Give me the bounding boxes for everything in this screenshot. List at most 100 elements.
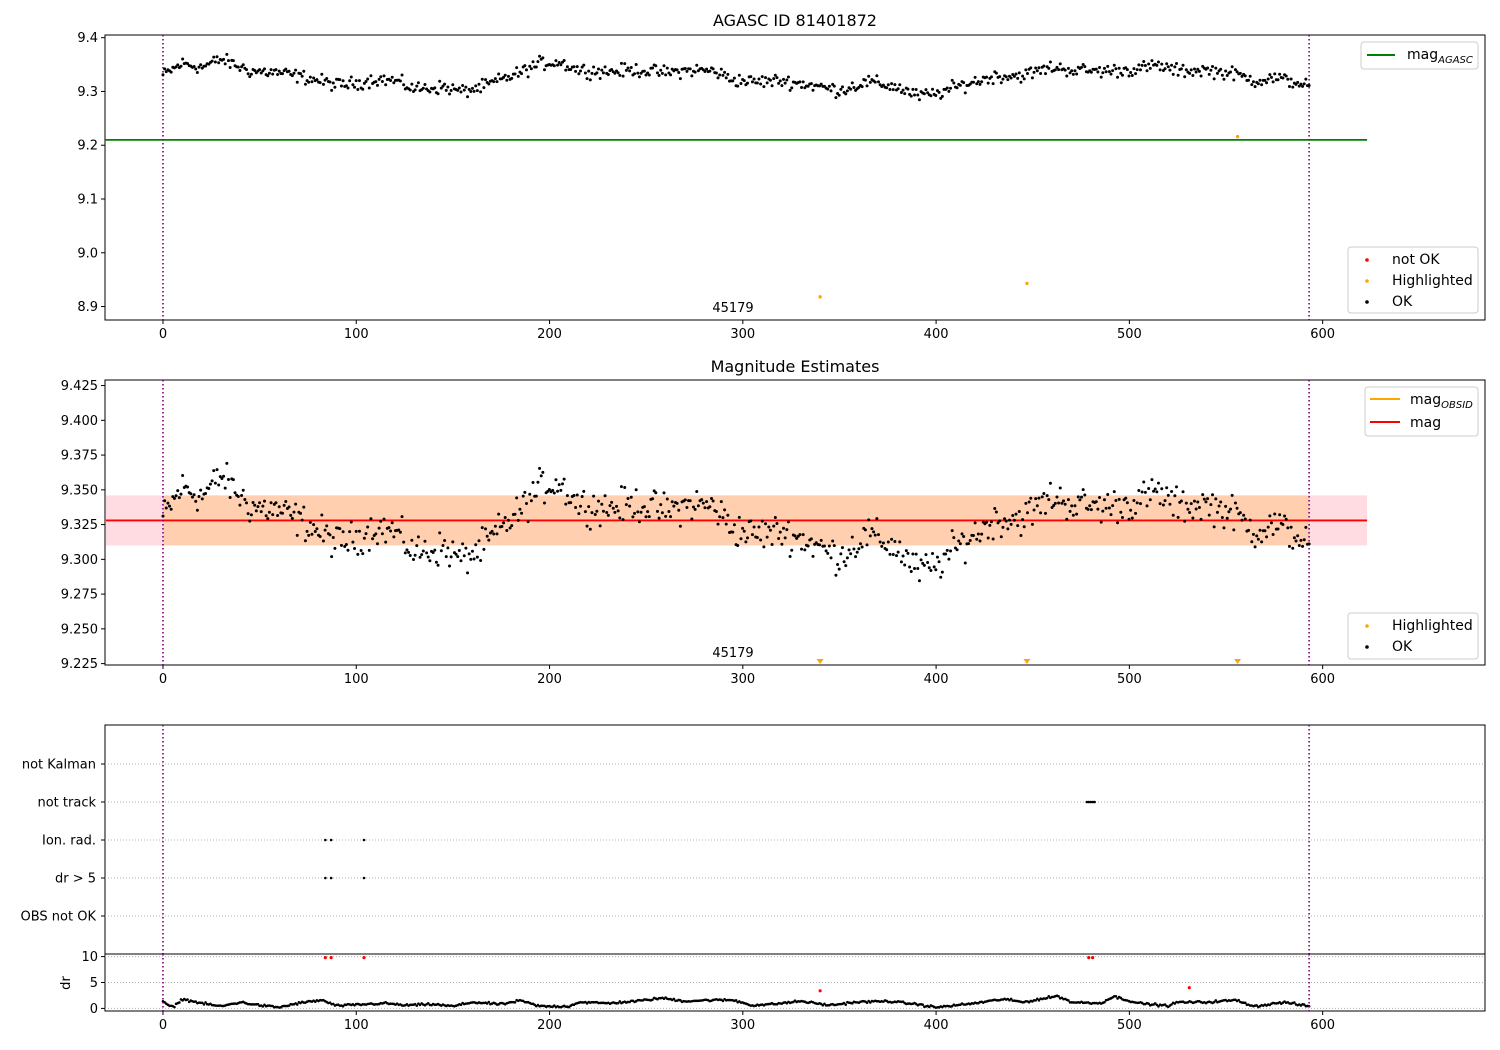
- ok-point: [1181, 63, 1185, 67]
- ok-point: [1255, 534, 1259, 538]
- ok-point: [328, 533, 332, 537]
- ok-point: [994, 71, 998, 75]
- ok-point: [765, 81, 769, 85]
- ok-point: [565, 65, 569, 69]
- ok-point: [1196, 500, 1200, 504]
- ok-point: [1025, 511, 1029, 515]
- ok-point: [1176, 73, 1180, 77]
- ok-point: [238, 503, 242, 507]
- ok-point: [459, 90, 463, 94]
- ok-point: [240, 65, 244, 69]
- ok-point: [945, 86, 949, 90]
- ok-point: [932, 565, 936, 569]
- ok-point: [1268, 73, 1272, 77]
- ok-point: [503, 515, 507, 519]
- dr-point: [921, 1003, 925, 1006]
- ok-point: [881, 541, 885, 545]
- dr-point: [1293, 1001, 1296, 1004]
- ok-point: [1102, 66, 1106, 70]
- ok-point: [1047, 66, 1051, 70]
- ok-point: [1003, 517, 1007, 521]
- ok-point: [515, 66, 519, 70]
- ok-point: [701, 501, 705, 505]
- ok-point: [597, 499, 601, 503]
- ok-point: [737, 73, 741, 77]
- ok-point: [413, 553, 417, 557]
- ok-point: [765, 535, 769, 539]
- x-tick-label: 200: [537, 327, 562, 342]
- ok-point: [423, 539, 427, 543]
- ok-point: [623, 485, 627, 489]
- ok-point: [690, 517, 694, 521]
- ok-point: [732, 76, 736, 80]
- ok-point: [492, 80, 496, 84]
- ok-point: [375, 83, 379, 87]
- ok-point: [610, 67, 614, 71]
- x-tick-label: 300: [730, 327, 755, 342]
- ok-point: [398, 530, 402, 534]
- ok-point: [593, 513, 597, 517]
- ok-point: [1081, 63, 1085, 67]
- ok-point: [922, 92, 926, 96]
- ok-point: [1230, 65, 1234, 69]
- ok-point: [321, 82, 325, 86]
- ok-point: [906, 551, 910, 555]
- ok-point: [557, 483, 561, 487]
- ok-point: [1032, 70, 1036, 74]
- ok-point: [890, 82, 894, 86]
- ok-point: [1034, 66, 1038, 70]
- ok-point: [1134, 511, 1138, 515]
- ok-point: [752, 525, 756, 529]
- ok-point: [217, 61, 221, 65]
- ok-point: [904, 549, 908, 553]
- ok-point: [472, 89, 476, 93]
- ok-point: [991, 82, 995, 86]
- ok-point: [433, 86, 437, 90]
- ok-point: [624, 503, 628, 507]
- ok-point: [1183, 75, 1187, 79]
- ok-point: [1217, 504, 1221, 508]
- ok-point: [806, 84, 810, 88]
- ok-point: [898, 540, 902, 544]
- ok-point: [845, 89, 849, 93]
- x-tick-label: 300: [730, 1018, 755, 1033]
- y-tick-label: 8.9: [77, 300, 98, 315]
- ok-point: [731, 79, 735, 83]
- ok-point: [587, 69, 591, 73]
- ok-point: [1106, 64, 1110, 68]
- ok-point: [590, 511, 594, 515]
- panel2-legend-lower: Highlighted OK: [1347, 612, 1479, 660]
- ok-point: [475, 555, 479, 559]
- y-tick-label: 9.1: [77, 193, 98, 208]
- ok-point: [782, 77, 786, 81]
- ok-point: [559, 488, 563, 492]
- ok-point: [1083, 65, 1087, 69]
- ok-point: [1266, 77, 1270, 81]
- ok-point: [505, 78, 509, 82]
- ok-point: [780, 542, 784, 546]
- x-tick-label: 200: [537, 1018, 562, 1033]
- x-tick-label: 500: [1117, 1018, 1142, 1033]
- ok-point: [1075, 512, 1079, 516]
- ok-point: [1301, 544, 1305, 548]
- ok-point: [254, 509, 258, 513]
- dr-point: [341, 1005, 345, 1008]
- ok-point: [330, 555, 334, 559]
- ok-point: [752, 77, 756, 81]
- dr-notok-point: [362, 956, 366, 960]
- ok-point: [1304, 525, 1308, 529]
- ok-point: [1232, 78, 1236, 82]
- ok-point: [716, 76, 720, 80]
- ok-point: [312, 523, 316, 527]
- ok-point: [1150, 478, 1154, 482]
- ok-point: [369, 74, 373, 78]
- ok-point: [226, 478, 230, 482]
- ok-point: [416, 81, 420, 85]
- ok-point: [1034, 497, 1038, 501]
- legend-ok-label: OK: [1392, 294, 1413, 310]
- ok-point: [963, 91, 967, 95]
- ok-point: [462, 88, 466, 92]
- ok-point: [757, 525, 761, 529]
- ok-point: [801, 533, 805, 537]
- ok-point: [281, 511, 285, 515]
